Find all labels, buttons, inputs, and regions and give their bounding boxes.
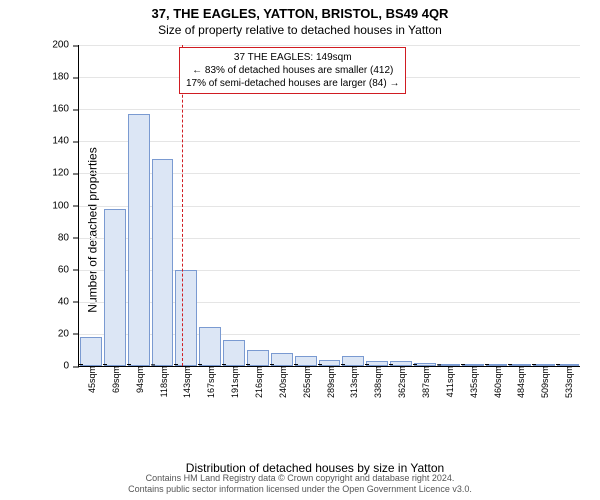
y-tick: 40 [58, 296, 79, 307]
footer-line2: Contains public sector information licen… [128, 484, 472, 494]
x-tick: 362sqm [393, 366, 407, 398]
bar [247, 350, 269, 366]
bar [199, 327, 221, 366]
bar [104, 209, 126, 366]
y-tick: 120 [52, 168, 79, 179]
x-tick: 411sqm [441, 366, 455, 397]
x-tick: 216sqm [250, 366, 264, 398]
x-tick: 484sqm [512, 366, 526, 398]
x-tick: 460sqm [489, 366, 503, 398]
x-tick: 509sqm [536, 366, 550, 398]
footer: Contains HM Land Registry data © Crown c… [0, 473, 600, 496]
y-tick: 160 [52, 104, 79, 115]
x-tick: 240sqm [274, 366, 288, 398]
chart: Number of detached properties 0204060801… [50, 45, 580, 415]
x-tick: 435sqm [465, 366, 479, 398]
title-sub: Size of property relative to detached ho… [0, 21, 600, 37]
annotation-line: 17% of semi-detached houses are larger (… [186, 77, 399, 90]
annotation-line: 37 THE EAGLES: 149sqm [186, 51, 399, 64]
annotation-line: ← 83% of detached houses are smaller (41… [186, 64, 399, 77]
bar [342, 356, 364, 366]
bar [223, 340, 245, 366]
bar [175, 270, 197, 366]
bar [152, 159, 174, 366]
title-main: 37, THE EAGLES, YATTON, BRISTOL, BS49 4Q… [0, 0, 600, 21]
footer-line1: Contains HM Land Registry data © Crown c… [146, 473, 455, 483]
y-tick: 180 [52, 72, 79, 83]
x-tick: 533sqm [560, 366, 574, 398]
y-tick: 60 [58, 264, 79, 275]
plot-area: 02040608010012014016018020045sqm69sqm94s… [78, 45, 580, 367]
x-tick: 191sqm [226, 366, 240, 398]
x-tick: 45sqm [83, 366, 97, 393]
bar [128, 114, 150, 366]
x-tick: 265sqm [298, 366, 312, 398]
y-tick: 100 [52, 200, 79, 211]
x-tick: 118sqm [155, 366, 169, 397]
y-tick: 200 [52, 40, 79, 51]
x-tick: 167sqm [202, 366, 216, 398]
y-tick: 0 [63, 361, 79, 372]
x-tick: 338sqm [369, 366, 383, 398]
y-tick: 140 [52, 136, 79, 147]
x-tick: 387sqm [417, 366, 431, 398]
x-tick: 289sqm [322, 366, 336, 398]
x-tick: 143sqm [178, 366, 192, 398]
bar [80, 337, 102, 366]
x-tick: 313sqm [345, 366, 359, 398]
bar [295, 356, 317, 366]
y-tick: 80 [58, 232, 79, 243]
x-tick: 69sqm [107, 366, 121, 393]
x-tick: 94sqm [131, 366, 145, 393]
annotation-box: 37 THE EAGLES: 149sqm← 83% of detached h… [179, 47, 406, 94]
bar [271, 353, 293, 366]
y-tick: 20 [58, 328, 79, 339]
